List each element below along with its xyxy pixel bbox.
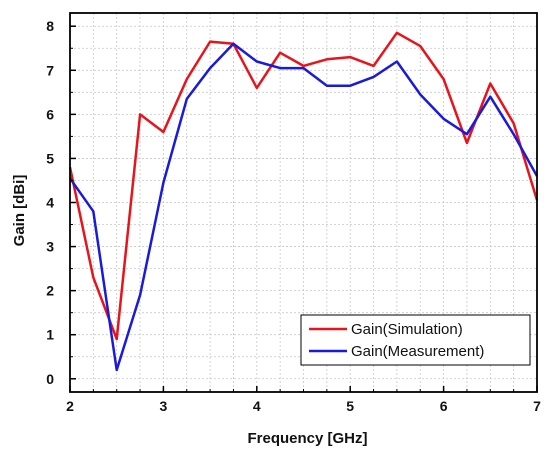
- y-tick-label: 7: [46, 62, 54, 78]
- x-tick-label: 7: [533, 398, 541, 414]
- y-tick-label: 6: [46, 106, 54, 122]
- legend-label-simulation: Gain(Simulation): [351, 321, 463, 338]
- x-tick-label: 5: [346, 398, 354, 414]
- y-tick-label: 3: [46, 239, 54, 255]
- axis-ticks: 2 3 4 5 6 7 0 1 2 3 4 5 6 7 8: [46, 18, 541, 414]
- x-tick-label: 6: [440, 398, 448, 414]
- y-tick-label: 2: [46, 283, 54, 299]
- legend-label-measurement: Gain(Measurement): [351, 343, 484, 360]
- x-axis-title: Frequency [GHz]: [247, 430, 367, 447]
- series-lines: [68, 31, 539, 372]
- series-line-measurement: [68, 42, 539, 372]
- x-tick-label: 2: [66, 398, 74, 414]
- legend-box: [300, 314, 531, 366]
- legend: Gain(Simulation) Gain(Measurement): [300, 314, 531, 366]
- y-tick-label: 4: [46, 195, 54, 211]
- y-tick-label: 8: [46, 18, 54, 34]
- grid: [70, 13, 537, 392]
- y-tick-label: 1: [46, 327, 54, 343]
- y-axis-title: Gain [dBi]: [11, 175, 28, 247]
- x-tick-label: 4: [253, 398, 261, 414]
- x-tick-label: 3: [160, 398, 168, 414]
- y-tick-label: 0: [46, 371, 54, 387]
- series-line-simulation: [68, 31, 539, 341]
- y-tick-label: 5: [46, 150, 54, 166]
